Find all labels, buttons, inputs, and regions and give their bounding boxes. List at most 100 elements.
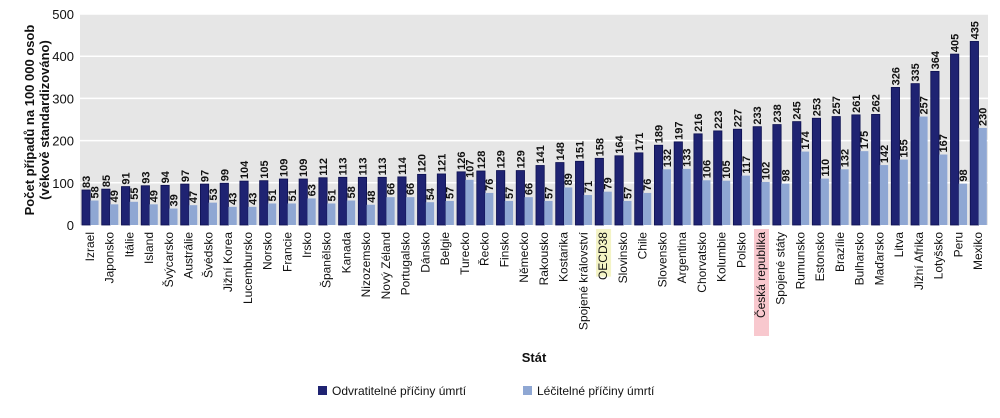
bar-odvratitelne bbox=[259, 180, 269, 226]
data-label: 129 bbox=[496, 150, 508, 168]
x-tick-label: Slovensko bbox=[655, 232, 669, 288]
x-tick-label: Řecko bbox=[477, 232, 492, 266]
bar-lecitelne bbox=[149, 204, 158, 225]
x-tick-label: Polsko bbox=[734, 232, 748, 268]
x-tick-label: Chile bbox=[636, 232, 650, 260]
bar-lecitelne bbox=[228, 206, 237, 225]
data-label: 58 bbox=[89, 186, 101, 198]
bar-lecitelne bbox=[603, 191, 612, 225]
data-label: 148 bbox=[555, 142, 567, 160]
y-tick-label: 200 bbox=[52, 134, 74, 149]
data-label: 71 bbox=[583, 181, 595, 193]
data-label: 227 bbox=[733, 109, 745, 127]
data-label: 53 bbox=[208, 188, 220, 200]
bar-lecitelne bbox=[564, 187, 573, 225]
data-label: 89 bbox=[563, 173, 575, 185]
bar-lecitelne bbox=[642, 192, 652, 225]
data-label: 49 bbox=[149, 190, 161, 202]
data-label: 66 bbox=[385, 183, 397, 195]
bar-odvratitelne bbox=[239, 180, 249, 226]
bar-odvratitelne bbox=[831, 116, 841, 226]
data-label: 51 bbox=[287, 189, 299, 201]
bar-lecitelne bbox=[445, 200, 454, 225]
data-label: 43 bbox=[228, 193, 240, 205]
data-label: 43 bbox=[247, 193, 259, 205]
bar-lecitelne bbox=[208, 202, 217, 225]
data-label: 57 bbox=[504, 187, 516, 199]
x-tick-label: Nový Zéland bbox=[379, 232, 393, 299]
data-label: 49 bbox=[109, 190, 121, 202]
x-tick-label: Kostarika bbox=[557, 232, 571, 282]
y-axis-title-line2: (věkově standardizováno) bbox=[37, 40, 52, 200]
bar-odvratitelne bbox=[160, 184, 170, 226]
highlight-box bbox=[754, 229, 769, 336]
data-label: 107 bbox=[464, 159, 476, 177]
x-tick-label: Izrael bbox=[83, 232, 97, 261]
x-tick-label: Německo bbox=[517, 232, 531, 283]
bar-odvratitelne bbox=[950, 53, 960, 226]
bar-odvratitelne bbox=[969, 41, 979, 226]
x-tick-label: Peru bbox=[951, 232, 965, 257]
x-tick-label: Maďarsko bbox=[872, 232, 886, 286]
data-label: 97 bbox=[200, 170, 212, 182]
data-label: 113 bbox=[357, 158, 369, 176]
bar-lecitelne bbox=[129, 201, 139, 225]
data-label: 335 bbox=[910, 63, 922, 81]
x-tick-label: Spojené království bbox=[576, 231, 590, 330]
data-label: 58 bbox=[346, 186, 358, 198]
data-label: 47 bbox=[188, 191, 200, 203]
bar-lecitelne bbox=[583, 195, 593, 225]
bar-odvratitelne bbox=[792, 121, 802, 226]
legend-label-lecitelne: Léčitelné příčiny úmrtí bbox=[537, 384, 655, 398]
y-tick-label: 500 bbox=[52, 7, 74, 22]
data-label: 158 bbox=[594, 138, 606, 156]
data-label: 364 bbox=[930, 50, 942, 69]
bar-lecitelne bbox=[90, 200, 99, 225]
data-label: 238 bbox=[772, 104, 784, 122]
data-label: 83 bbox=[81, 176, 93, 188]
data-label: 99 bbox=[219, 169, 231, 181]
data-label: 91 bbox=[121, 172, 133, 184]
bar-odvratitelne bbox=[654, 144, 664, 226]
data-label: 435 bbox=[969, 21, 981, 39]
bar-odvratitelne bbox=[693, 133, 703, 226]
bar-odvratitelne bbox=[417, 173, 427, 226]
bar-lecitelne bbox=[721, 180, 731, 225]
data-label: 257 bbox=[918, 96, 930, 114]
x-tick-label: Švédsko bbox=[200, 232, 215, 278]
bar-lecitelne bbox=[544, 200, 553, 225]
x-tick-label: Norsko bbox=[261, 232, 275, 270]
bar-odvratitelne bbox=[752, 126, 762, 226]
bar-odvratitelne bbox=[436, 173, 446, 226]
data-label: 120 bbox=[417, 154, 429, 172]
data-label: 230 bbox=[978, 108, 990, 126]
bar-lecitelne bbox=[919, 116, 928, 225]
bar-odvratitelne bbox=[614, 155, 624, 226]
data-label: 223 bbox=[713, 111, 725, 129]
data-label: 106 bbox=[701, 160, 713, 178]
legend-label-odvratitelne: Odvratitelné příčiny úmrtí bbox=[332, 384, 467, 398]
data-label: 189 bbox=[654, 125, 666, 143]
bar-lecitelne bbox=[188, 205, 198, 225]
data-label: 197 bbox=[673, 122, 685, 140]
y-tick-label: 400 bbox=[52, 49, 74, 64]
data-label: 141 bbox=[535, 145, 547, 163]
highlight-box bbox=[596, 229, 612, 277]
bar-lecitelne bbox=[781, 183, 790, 225]
bar-odvratitelne bbox=[535, 165, 545, 226]
x-tick-label: Kolumbie bbox=[715, 232, 729, 282]
data-label: 55 bbox=[129, 188, 141, 200]
bar-lecitelne bbox=[702, 180, 711, 225]
bar-lecitelne bbox=[406, 197, 415, 225]
x-tick-label: Austrálie bbox=[182, 232, 196, 279]
data-label: 171 bbox=[634, 132, 646, 150]
x-tick-label: Japonsko bbox=[103, 232, 117, 284]
bar-odvratitelne bbox=[811, 117, 822, 226]
data-label: 129 bbox=[515, 150, 527, 168]
bar-lecitelne bbox=[485, 192, 494, 225]
data-label: 245 bbox=[792, 101, 804, 119]
bar-odvratitelne bbox=[555, 162, 565, 226]
x-axis-title: Stát bbox=[522, 350, 547, 365]
data-label: 128 bbox=[476, 151, 488, 169]
bar-odvratitelne bbox=[318, 177, 328, 226]
